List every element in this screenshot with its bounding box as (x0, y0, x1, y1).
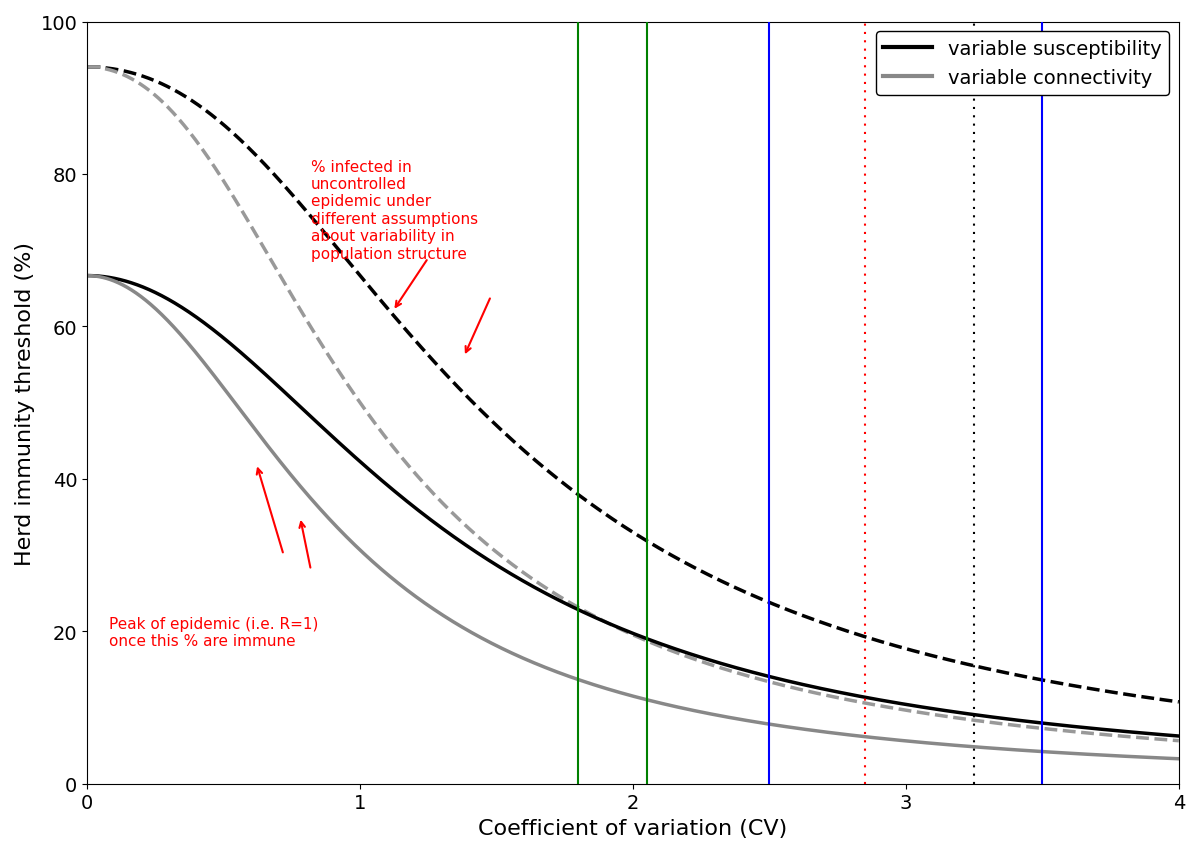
variable connectivity (582, 678, 596, 688)
Text: Peak of epidemic (i.e. R=1)
once this % are immune: Peak of epidemic (i.e. R=1) once this % … (109, 617, 318, 648)
Y-axis label: Herd immunity threshold (%): Herd immunity threshold (%) (14, 241, 35, 565)
variable connectivity (136, 293, 150, 304)
variable connectivity (940, 740, 954, 750)
variable susceptibility (582, 610, 596, 620)
Line: variable connectivity: variable connectivity (88, 276, 1178, 759)
variable connectivity (1140, 752, 1154, 763)
variable susceptibility (611, 623, 625, 633)
variable connectivity (1171, 754, 1186, 764)
variable connectivity (611, 687, 625, 697)
X-axis label: Coefficient of variation (CV): Coefficient of variation (CV) (479, 818, 787, 838)
variable susceptibility (80, 271, 95, 281)
Text: % infected in
uncontrolled
epidemic under
different assumptions
about variabilit: % infected in uncontrolled epidemic unde… (311, 160, 478, 261)
variable connectivity (1140, 752, 1154, 763)
variable susceptibility (1140, 728, 1154, 739)
variable connectivity (80, 271, 95, 281)
variable susceptibility (1171, 731, 1186, 741)
Line: variable susceptibility: variable susceptibility (88, 276, 1178, 736)
variable susceptibility (1140, 728, 1154, 739)
variable susceptibility (136, 282, 150, 293)
Legend: variable susceptibility, variable connectivity: variable susceptibility, variable connec… (876, 32, 1169, 96)
variable susceptibility (940, 705, 954, 716)
